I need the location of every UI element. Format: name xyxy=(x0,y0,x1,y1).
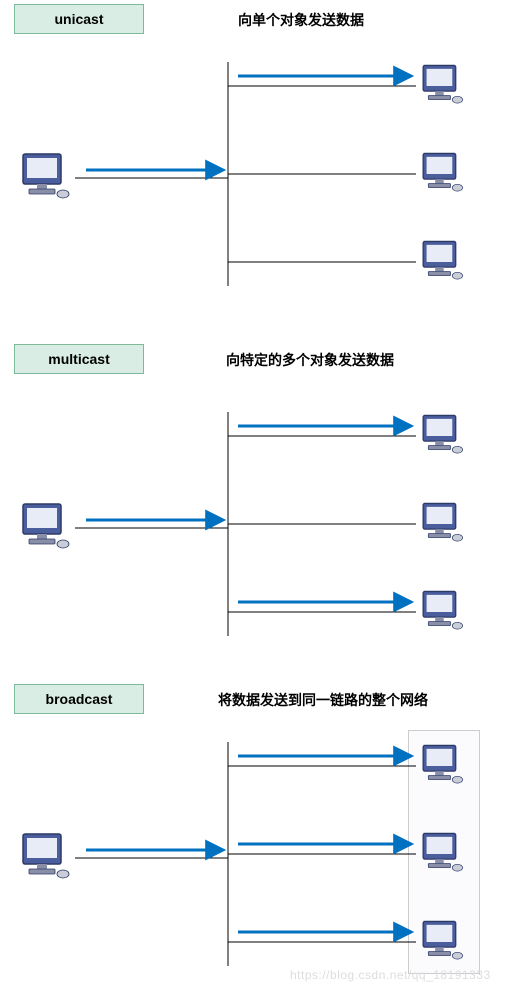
computer-icon xyxy=(418,150,466,198)
section-title: 向单个对象发送数据 xyxy=(238,10,364,30)
receiver-computer xyxy=(418,150,466,203)
section-multicast: multicast 向特定的多个对象发送数据 xyxy=(0,340,514,650)
receiver-computer xyxy=(418,238,466,291)
computer-icon xyxy=(418,500,466,548)
receiver-computer xyxy=(418,412,466,465)
receiver-computer xyxy=(418,830,466,883)
computer-icon xyxy=(418,830,466,878)
diagram-root: unicast 向单个对象发送数据 multicast 向特定的多个对象发送数据 xyxy=(0,0,514,985)
receiver-computer xyxy=(418,500,466,553)
computer-icon xyxy=(418,412,466,460)
computer-icon xyxy=(418,918,466,966)
sender-computer xyxy=(17,150,73,211)
watermark-text: https://blog.csdn.net/qq_18191333 xyxy=(290,968,491,982)
computer-icon xyxy=(17,150,73,206)
cast-type-label: multicast xyxy=(14,344,144,374)
section-title: 向特定的多个对象发送数据 xyxy=(226,350,394,370)
computer-icon xyxy=(17,500,73,556)
sender-computer xyxy=(17,500,73,561)
cast-type-label: broadcast xyxy=(14,684,144,714)
section-unicast: unicast 向单个对象发送数据 xyxy=(0,0,514,310)
receiver-computer xyxy=(418,918,466,971)
sender-computer xyxy=(17,830,73,891)
receiver-computer xyxy=(418,742,466,795)
computer-icon xyxy=(418,588,466,636)
receiver-computer xyxy=(418,588,466,641)
section-broadcast: broadcast 将数据发送到同一链路的整个网络 xyxy=(0,680,514,980)
cast-type-label: unicast xyxy=(14,4,144,34)
section-title: 将数据发送到同一链路的整个网络 xyxy=(218,690,428,710)
computer-icon xyxy=(418,742,466,790)
computer-icon xyxy=(17,830,73,886)
computer-icon xyxy=(418,62,466,110)
computer-icon xyxy=(418,238,466,286)
receiver-computer xyxy=(418,62,466,115)
